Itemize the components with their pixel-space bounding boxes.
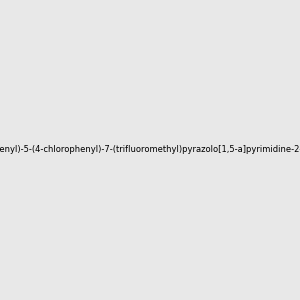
Text: N-(3-acetylphenyl)-5-(4-chlorophenyl)-7-(trifluoromethyl)pyrazolo[1,5-a]pyrimidi: N-(3-acetylphenyl)-5-(4-chlorophenyl)-7-… bbox=[0, 146, 300, 154]
